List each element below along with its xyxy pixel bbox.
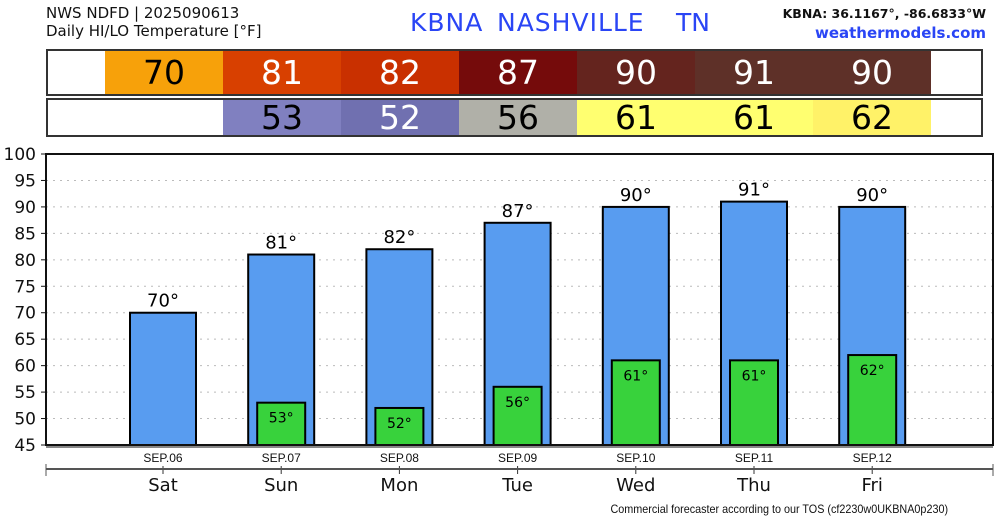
date-label: SEP.09 (498, 451, 537, 465)
y-tick-label: 65 (14, 330, 36, 350)
date-label: SEP.07 (262, 451, 301, 465)
date-label: SEP.12 (853, 451, 892, 465)
y-tick-label: 95 (14, 171, 36, 191)
y-tick-label: 85 (14, 224, 36, 244)
date-label: SEP.10 (616, 451, 655, 465)
hi-cell: 87 (459, 51, 577, 94)
station-state: TN (676, 8, 710, 37)
high-label: 90° (620, 185, 652, 206)
day-label: Sun (264, 475, 298, 496)
day-label: Sat (148, 475, 178, 496)
day-label: Thu (736, 475, 771, 496)
low-bar (256, 401, 307, 447)
hi-cell: 90 (813, 51, 931, 94)
chart-subtitle: Daily HI/LO Temperature [°F] (46, 22, 262, 40)
lo-cell: 56 (459, 98, 577, 137)
lo-cell: 62 (813, 98, 931, 137)
day-label: Tue (501, 475, 533, 496)
station-coords: KBNA: 36.1167°, -86.6833°W (782, 6, 986, 21)
high-label: 81° (265, 233, 297, 254)
high-label: 70° (147, 291, 179, 312)
y-tick-label: 80 (14, 251, 36, 271)
lo-cell: 61 (695, 98, 813, 137)
y-tick-label: 90 (14, 198, 36, 218)
low-temp-row: 53 52 56 61 61 62 (46, 98, 983, 137)
high-label: 91° (738, 180, 770, 201)
hi-cell: 91 (695, 51, 813, 94)
low-bar (610, 359, 661, 447)
low-label: 61° (623, 368, 648, 384)
lo-cell: 53 (223, 98, 341, 137)
day-label: Mon (380, 475, 418, 496)
product-title: NWS NDFD | 2025090613 (46, 4, 240, 22)
hi-cell: 90 (577, 51, 695, 94)
y-tick-label: 70 (14, 304, 36, 324)
day-label: Wed (616, 475, 655, 496)
y-tick-label: 55 (14, 383, 36, 403)
low-label: 62° (860, 363, 885, 379)
low-bar (729, 359, 779, 447)
hi-cell: 70 (105, 51, 223, 94)
high-label: 90° (856, 185, 888, 206)
station-city: NASHVILLE (497, 8, 645, 37)
lo-cell: 61 (577, 98, 695, 137)
low-label: 56° (505, 395, 530, 411)
y-tick-label: 100 (4, 145, 36, 165)
low-label: 52° (387, 416, 412, 432)
hi-cell: 81 (223, 51, 341, 94)
y-tick-label: 50 (14, 410, 36, 430)
day-label: Fri (861, 475, 882, 496)
hi-cell: 82 (341, 51, 459, 94)
high-bar (129, 311, 197, 446)
high-label: 87° (502, 201, 534, 222)
date-label: SEP.08 (380, 451, 419, 465)
date-label: SEP.11 (735, 451, 774, 465)
y-tick-label: 60 (14, 357, 36, 377)
date-label: SEP.06 (143, 451, 182, 465)
y-tick-label: 75 (14, 277, 36, 297)
high-label: 82° (383, 227, 415, 248)
low-label: 61° (742, 368, 767, 384)
low-bar (374, 406, 425, 446)
plot-frame (45, 153, 994, 446)
lo-cell: 52 (341, 98, 459, 137)
low-label: 53° (269, 411, 294, 427)
station-id: KBNA (410, 8, 484, 37)
y-tick-label: 45 (14, 436, 36, 456)
footer-note: Commercial forecaster according to our T… (610, 502, 948, 516)
site-link[interactable]: weathermodels.com (814, 24, 986, 42)
high-temp-row: 70 81 82 87 90 91 90 (46, 49, 983, 96)
low-bar (847, 354, 898, 446)
